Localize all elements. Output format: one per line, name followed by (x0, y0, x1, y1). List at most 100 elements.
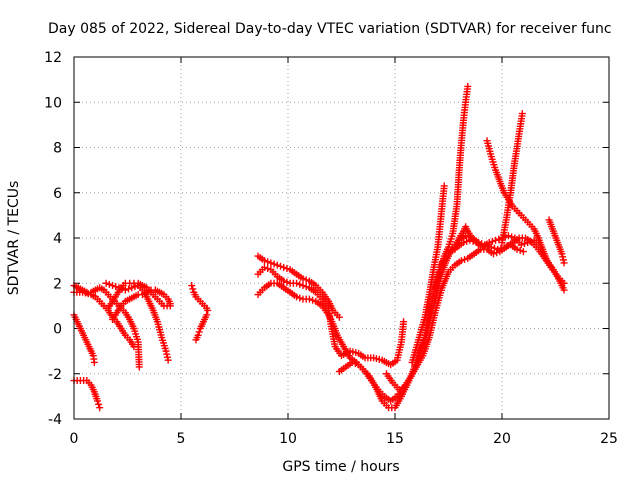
axis-ticks: 0 5 10 15 20 25 -4 -2 0 2 4 6 8 10 12 (44, 50, 618, 447)
data-point-marker (90, 358, 98, 366)
data-point-marker (305, 295, 313, 303)
series-b2 (192, 306, 212, 344)
y-tick-label: 0 (53, 322, 62, 338)
x-tick-label: 10 (279, 431, 297, 447)
y-tick-label: 8 (53, 141, 62, 157)
x-axis-label: GPS time / hours (282, 459, 399, 475)
data-point-marker (491, 244, 499, 252)
y-tick-label: 12 (44, 50, 62, 66)
data-point-marker (513, 245, 521, 253)
chart-title: Day 085 of 2022, Sidereal Day-to-day VTE… (48, 21, 612, 37)
data-point-marker (102, 279, 110, 287)
x-tick-label: 0 (70, 431, 79, 447)
series-c11 (545, 216, 568, 267)
y-axis-label: SDTVAR / TECUs (6, 181, 22, 296)
data-point-marker (351, 360, 359, 368)
data-point-marker (299, 275, 307, 283)
series-b1 (188, 282, 211, 312)
series-c10 (498, 110, 526, 247)
data-point-marker (96, 404, 104, 412)
data-point-marker (105, 280, 113, 288)
x-tick-label: 25 (600, 431, 618, 447)
series-a2 (70, 288, 138, 351)
data-point-marker (516, 246, 524, 254)
data-point-marker (164, 356, 172, 364)
data-point-marker (335, 313, 343, 321)
y-tick-label: -2 (48, 367, 62, 383)
data-point-marker (398, 384, 406, 392)
data-point-marker (489, 250, 497, 258)
data-point-marker (203, 311, 211, 319)
data-point-marker (260, 257, 268, 265)
data-point-marker (518, 110, 526, 118)
data-point-marker (495, 235, 503, 243)
y-tick-label: -4 (48, 412, 62, 428)
data-point-marker (267, 259, 275, 267)
data-point-marker (493, 249, 501, 257)
data-point-marker (296, 280, 304, 288)
data-point-marker (112, 283, 120, 291)
data-point-marker (95, 400, 103, 408)
data-point-marker (504, 232, 512, 240)
data-point-marker (302, 283, 310, 291)
data-point-marker (547, 263, 555, 271)
data-point-marker (299, 282, 307, 290)
series-c6 (408, 182, 448, 366)
data-point-marker (293, 293, 301, 301)
series-c7 (432, 82, 472, 292)
data-point-marker (188, 282, 196, 290)
data-point-marker (264, 265, 272, 273)
data-point-marker (293, 279, 301, 287)
data-point-marker (283, 265, 291, 273)
series-c3 (254, 232, 527, 412)
series-a3 (70, 311, 98, 366)
data-point-marker (488, 237, 496, 245)
data-point-marker (109, 282, 117, 290)
y-tick-label: 4 (53, 231, 62, 247)
data-point-marker (477, 241, 485, 249)
data-point-marker (270, 260, 278, 268)
data-point-marker (400, 318, 408, 326)
data-point-marker (280, 277, 288, 285)
data-point-marker (273, 261, 281, 269)
data-point-marker (302, 276, 310, 284)
x-tick-label: 20 (493, 431, 511, 447)
data-point-marker (517, 241, 525, 249)
data-point-marker (131, 283, 139, 291)
plot-frame (73, 56, 610, 420)
data-point-marker (189, 285, 197, 293)
series-c8 (451, 223, 485, 253)
data-point-marker (309, 296, 317, 304)
y-tick-label: 2 (53, 276, 62, 292)
data-point-marker (508, 233, 516, 241)
data-point-marker (128, 284, 136, 292)
data-point-marker (527, 237, 535, 245)
data-point-marker (560, 259, 568, 267)
data-point-marker (457, 257, 465, 265)
series-a7 (109, 286, 174, 323)
series-a4 (70, 377, 104, 412)
data-point-marker (277, 262, 285, 270)
data-point-marker (280, 263, 288, 271)
data-point-marker (492, 236, 500, 244)
data-point-marker (204, 306, 212, 314)
data-point-marker (348, 358, 356, 366)
data-point-marker (264, 258, 272, 266)
data-point-marker (440, 182, 448, 190)
data-points (70, 82, 568, 412)
data-point-marker (459, 239, 467, 247)
data-point-marker (520, 240, 528, 248)
data-point-marker (560, 286, 568, 294)
x-tick-label: 5 (177, 431, 186, 447)
data-point-marker (519, 248, 527, 256)
data-point-marker (260, 263, 268, 271)
y-tick-label: 10 (44, 95, 62, 111)
data-point-marker (130, 343, 138, 351)
data-point-marker (461, 255, 469, 263)
data-point-marker (296, 294, 304, 302)
series-c4 (335, 234, 568, 405)
series-c1 (254, 252, 343, 321)
data-point-marker (166, 300, 174, 308)
data-point-marker (463, 237, 471, 245)
